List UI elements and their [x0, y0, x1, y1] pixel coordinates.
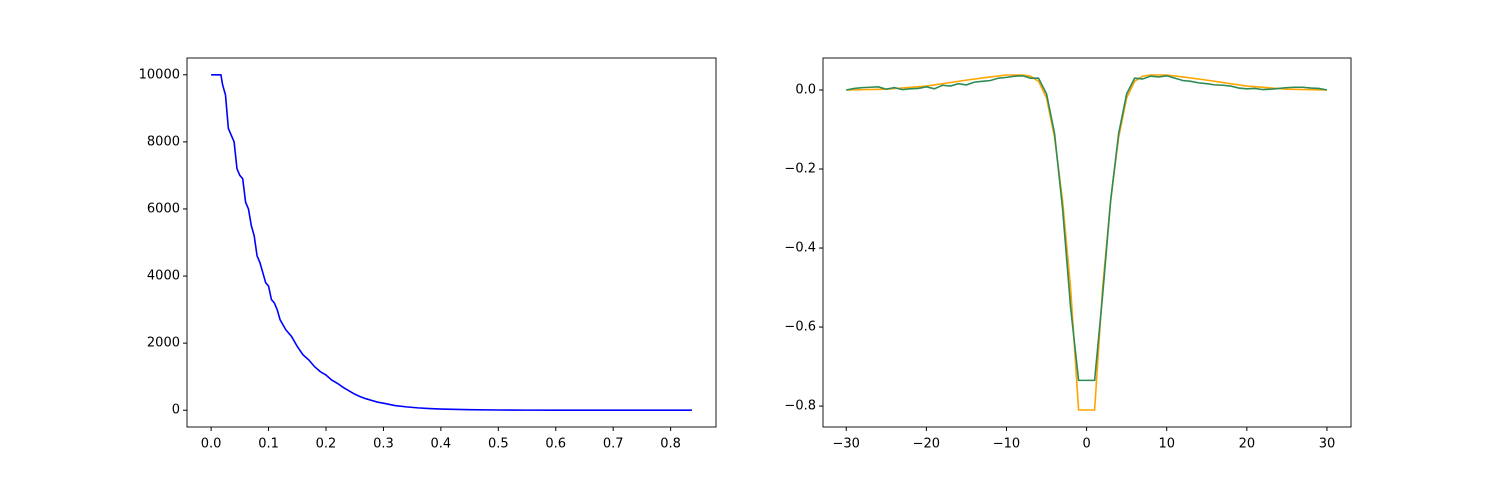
x-tick-label: 30: [1319, 437, 1336, 452]
x-tick-label: 0: [1082, 437, 1090, 452]
x-tick-label: −20: [913, 437, 940, 452]
plot-frame: [186, 57, 717, 428]
x-tick-label: 10: [1158, 437, 1175, 452]
x-tick-label: 0.8: [660, 437, 681, 452]
y-tick-label: −0.8: [784, 399, 816, 414]
y-tick-label: 10000: [139, 67, 180, 82]
y-tick-label: 0: [172, 403, 180, 418]
subplot: 0.0 0.1 0.2 0.3 0.4 0.5 0.6 0.7 0.8 0 2000 4000 6000…: [139, 57, 717, 452]
x-tick-label: 0.1: [258, 437, 279, 452]
y-tick-label: 8000: [147, 134, 180, 149]
x-tick-label: 0.5: [488, 437, 509, 452]
x-tick-label: −30: [833, 437, 860, 452]
y-tick-label: −0.6: [784, 320, 816, 335]
x-tick-label: 0.2: [316, 437, 337, 452]
x-tick-label: 0.0: [201, 437, 222, 452]
x-tick-label: −10: [993, 437, 1020, 452]
y-tick-label: 6000: [147, 201, 180, 216]
data-line: [846, 74, 1328, 382]
plot-frame: [822, 57, 1352, 428]
subplot: −30 −20 −10 0 10 20 30 0.0 −0.2 −0.4 −0.6 −0.8: [784, 57, 1352, 452]
y-tick-label: −0.2: [784, 162, 816, 177]
x-tick-label: 0.4: [431, 437, 452, 452]
x-tick-label: 0.7: [603, 437, 624, 452]
y-tick-label: 2000: [147, 336, 180, 351]
y-tick-label: 4000: [147, 269, 180, 284]
data-line: [211, 73, 692, 412]
y-tick-label: −0.4: [784, 241, 816, 256]
y-tick-label: 0.0: [795, 83, 816, 98]
x-tick-label: 0.3: [373, 437, 394, 452]
x-tick-label: 20: [1239, 437, 1256, 452]
data-line: [846, 74, 1327, 411]
x-tick-label: 0.6: [545, 437, 566, 452]
